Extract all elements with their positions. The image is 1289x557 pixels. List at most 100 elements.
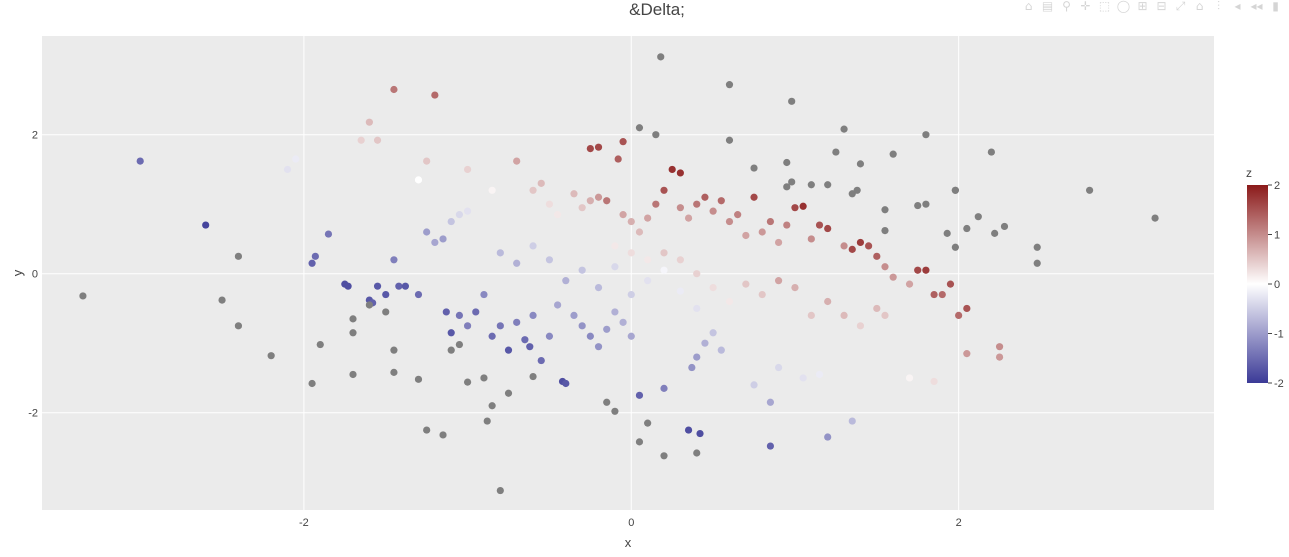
data-point [488, 402, 496, 410]
data-point [545, 332, 554, 340]
data-point [431, 91, 439, 99]
box-select-icon[interactable]: ⬚ [1098, 0, 1111, 13]
data-point [963, 304, 971, 313]
data-point [840, 125, 848, 133]
plot-background [42, 36, 1214, 510]
data-point [905, 280, 914, 288]
zoom-in-icon[interactable]: ⊞ [1137, 0, 1148, 13]
data-point [627, 249, 635, 257]
data-point [324, 230, 333, 238]
data-point [824, 433, 832, 441]
data-point [218, 296, 226, 304]
data-point [611, 242, 619, 250]
modebar: ⌂ ▤ ⚲ ✛ ⬚ ◯ ⊞ ⊟ ⤢ ⌂ ⫶ ◂ ◂◂ ▮ [1021, 0, 1283, 14]
data-point [463, 207, 472, 215]
pan-icon[interactable]: ✛ [1080, 0, 1091, 13]
data-point [496, 322, 504, 330]
data-point [644, 277, 652, 285]
data-point [496, 486, 504, 495]
data-point [644, 256, 652, 264]
data-point [709, 207, 717, 215]
data-point [382, 308, 390, 316]
data-points [79, 53, 1159, 495]
grid-lines [42, 36, 1214, 510]
data-point [562, 379, 570, 388]
y-axis[interactable]: -2 0 2 [28, 130, 38, 420]
data-point [824, 181, 832, 189]
data-point [603, 197, 611, 205]
data-point [856, 160, 865, 168]
data-point [676, 169, 684, 177]
colorbar-tick-label: -2 [1274, 378, 1284, 390]
data-point [725, 81, 734, 89]
autoscale-icon[interactable]: ⤢ [1175, 0, 1186, 13]
data-point [414, 290, 423, 299]
data-point [824, 297, 832, 306]
data-point [136, 157, 144, 165]
data-point [676, 204, 684, 212]
data-point [79, 292, 87, 300]
data-point [529, 242, 537, 250]
data-point [635, 438, 644, 446]
data-point [627, 217, 635, 226]
hover-closest-icon[interactable]: ◂ [1234, 0, 1241, 13]
camera-icon[interactable]: ⌂ [1024, 0, 1033, 13]
save-icon[interactable]: ▤ [1041, 0, 1054, 13]
y-tick-label: -2 [28, 408, 38, 420]
data-point [856, 238, 865, 247]
data-point [832, 148, 840, 156]
y-tick-label: 0 [32, 269, 38, 281]
colorbar-tick-label: -1 [1274, 329, 1284, 341]
data-point [742, 231, 750, 240]
data-point [447, 329, 455, 337]
data-point [1033, 243, 1041, 251]
data-point [815, 370, 824, 379]
hover-compare-icon[interactable]: ◂◂ [1250, 0, 1263, 13]
colorbar-ticks: 2 1 0 -1 -2 [1268, 180, 1284, 390]
data-point [447, 217, 455, 226]
data-point [840, 311, 848, 319]
data-point [373, 282, 382, 290]
data-point [853, 186, 861, 194]
data-point [439, 235, 447, 243]
zoom-icon[interactable]: ⚲ [1062, 0, 1071, 13]
data-point [922, 266, 930, 274]
data-point [545, 256, 554, 264]
plot-area[interactable] [42, 36, 1214, 510]
spike-lines-icon[interactable]: ⫶ [1216, 0, 1220, 13]
x-tick-label: 2 [956, 517, 962, 529]
y-axis-label: y [10, 269, 25, 276]
data-point [848, 417, 856, 425]
data-point [439, 431, 447, 439]
x-axis[interactable]: -2 0 2 [299, 517, 962, 529]
plotly-logo-icon[interactable]: ▮ [1272, 0, 1279, 13]
data-point [709, 329, 717, 337]
colorbar-tick-label: 2 [1274, 180, 1280, 192]
data-point [488, 186, 496, 194]
data-point [644, 419, 652, 427]
data-point [684, 214, 693, 222]
data-point [717, 346, 725, 354]
data-point [365, 301, 373, 309]
colorbar[interactable]: z 2 1 0 -1 -2 [1246, 166, 1284, 390]
data-point [815, 221, 824, 229]
data-point [693, 200, 701, 208]
data-point [824, 224, 832, 233]
data-point [881, 206, 889, 214]
data-point [234, 252, 243, 260]
reset-axes-icon[interactable]: ⌂ [1195, 0, 1204, 13]
data-point [619, 318, 627, 326]
zoom-out-icon[interactable]: ⊟ [1156, 0, 1167, 13]
data-point [987, 148, 995, 156]
data-point [234, 322, 243, 330]
data-point [742, 280, 750, 288]
data-point [788, 178, 796, 186]
data-point [202, 221, 210, 229]
data-point [603, 398, 611, 406]
data-point [1085, 186, 1094, 194]
lasso-select-icon[interactable]: ◯ [1116, 0, 1131, 13]
data-point [660, 384, 668, 392]
chart-title: &Delta; [629, 0, 685, 19]
data-point [750, 381, 758, 389]
data-point [660, 249, 668, 257]
